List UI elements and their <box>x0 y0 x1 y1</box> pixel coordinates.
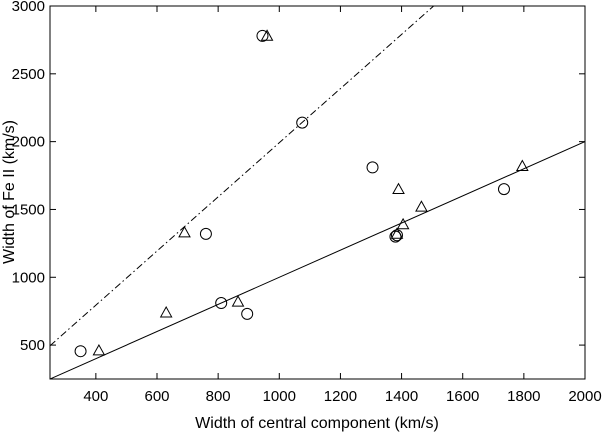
circle-point-8 <box>390 229 403 242</box>
x-axis-label: Width of central component (km/s) <box>195 415 439 432</box>
x-tick-label-2: 800 <box>206 388 231 405</box>
axis-ticks <box>50 5 586 379</box>
y-tick-label-4: 2500 <box>12 66 45 83</box>
circle-point-2 <box>215 297 228 310</box>
x-tick-label-1: 600 <box>144 388 169 405</box>
circle-point-1 <box>199 227 212 240</box>
triangle-point-2 <box>178 225 191 238</box>
y-tick-label-3: 2000 <box>12 134 45 151</box>
x-tick-label-5: 1400 <box>385 388 418 405</box>
plot-frame <box>49 5 586 380</box>
triangle-point-0 <box>92 343 106 356</box>
triangle-point-3 <box>231 295 245 307</box>
y-tick-label-2: 1500 <box>12 201 45 218</box>
reference-lines <box>50 6 585 379</box>
x-tick-label-0: 400 <box>83 388 108 405</box>
circle-point-4 <box>256 29 269 42</box>
y-tick-label-1: 1000 <box>12 269 45 286</box>
circle-point-5 <box>296 116 309 129</box>
y-axis-label: Width of Fe II (km/s) <box>1 120 18 264</box>
circle-point-0 <box>74 345 87 358</box>
triangle-point-6 <box>392 182 405 195</box>
triangle-point-7 <box>396 217 410 230</box>
circle-point-6 <box>366 161 379 174</box>
data-points <box>74 29 529 358</box>
triangle-point-1 <box>159 306 173 318</box>
triangle-point-9 <box>515 159 529 171</box>
x-tick-label-6: 1600 <box>446 388 479 405</box>
dash-dot-fit-line <box>50 6 435 347</box>
circle-point-9 <box>497 183 510 196</box>
x-tick-label-8: 2000 <box>568 388 601 405</box>
y-tick-label-0: 500 <box>20 337 45 354</box>
circle-point-3 <box>241 307 254 320</box>
triangle-point-5 <box>390 227 404 239</box>
solid-fit-line <box>50 141 585 379</box>
x-tick-label-4: 1200 <box>324 388 357 405</box>
triangle-point-8 <box>415 200 428 212</box>
tick-labels: 400 600 800 1000 1200 1400 1600 1800 2000 500 1000… <box>12 0 602 405</box>
y-tick-label-5: 3000 <box>12 0 45 15</box>
x-tick-label-7: 1800 <box>507 388 540 405</box>
x-tick-label-3: 1000 <box>263 388 296 405</box>
triangle-point-4 <box>260 29 274 41</box>
